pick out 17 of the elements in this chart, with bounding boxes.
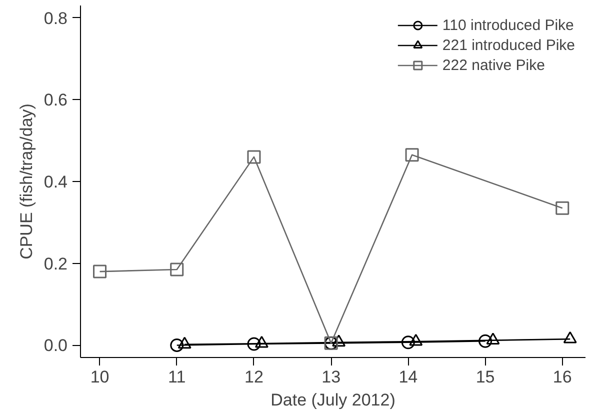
y-tick-label: 0.0 <box>44 336 68 356</box>
x-tick-label: 15 <box>476 368 495 386</box>
y-axis-title: CPUE (fish/trap/day) <box>16 104 36 260</box>
y-tick-label: 0.8 <box>44 8 68 28</box>
x-tick-label: 14 <box>398 368 418 386</box>
x-tick-label: 12 <box>244 368 264 386</box>
y-tick-label: 0.6 <box>44 90 68 110</box>
x-axis-title: Date (July 2012) <box>270 390 396 410</box>
x-tick-label: 13 <box>322 368 341 386</box>
legend-label: 110 introduced Pike <box>442 16 574 34</box>
x-tick-label: 16 <box>552 368 572 386</box>
x-tick-label: 10 <box>90 368 110 386</box>
legend-label: 222 native Pike <box>442 56 545 74</box>
x-tick-label: 11 <box>168 368 186 386</box>
y-tick-label: 0.2 <box>44 254 68 274</box>
legend-label: 221 introduced Pike <box>442 36 575 54</box>
y-tick-label: 0.4 <box>44 172 68 192</box>
